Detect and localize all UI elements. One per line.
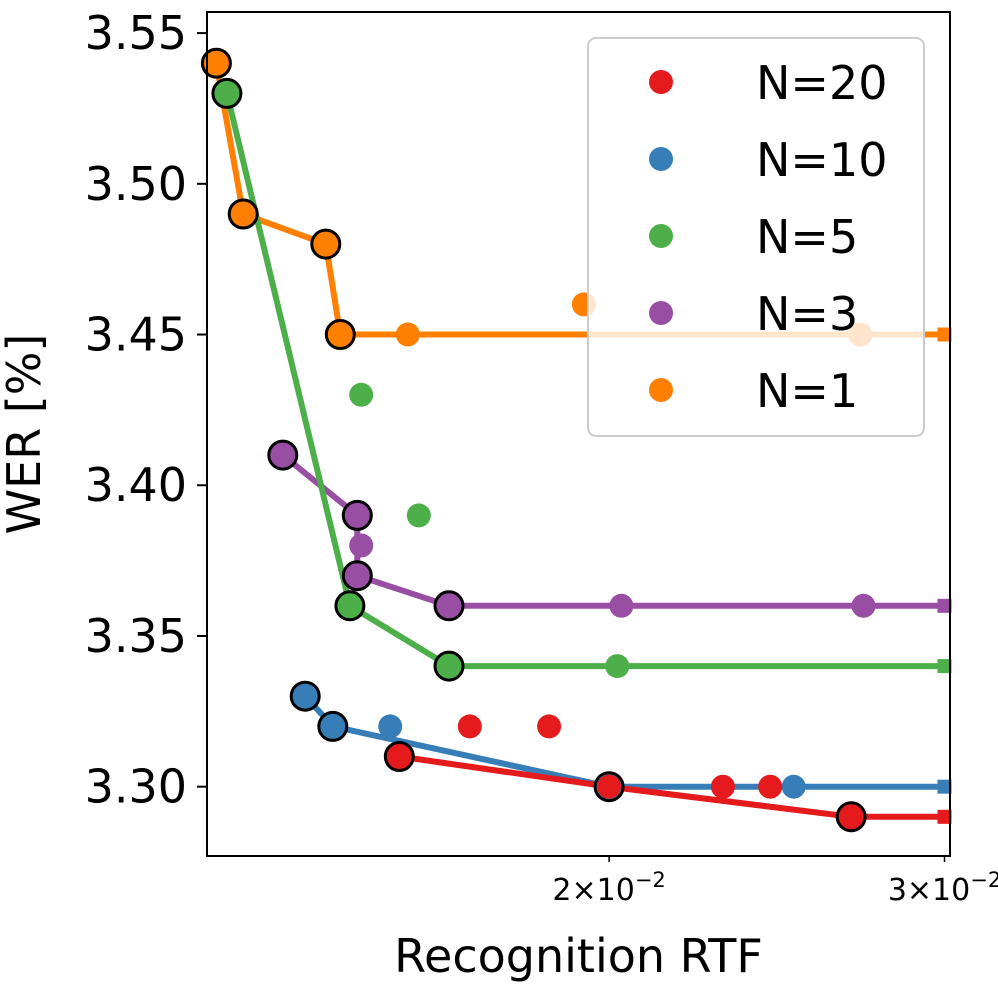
y-tick-label: 3.45 <box>85 308 187 362</box>
pareto-point-n-3 <box>433 590 465 622</box>
plot-frame <box>206 11 951 857</box>
y-tick-label: 3.55 <box>85 6 187 60</box>
line-end-marker-n-3 <box>937 598 952 613</box>
x-axis-ticks: 2×10−2 3×10−2 <box>552 856 998 908</box>
data-point-n-1 <box>395 322 420 347</box>
data-point-n-3 <box>609 593 634 618</box>
pareto-point-n-5 <box>211 77 243 109</box>
pareto-point-n-3 <box>341 499 373 531</box>
line-end-marker-n-10 <box>937 779 952 794</box>
line-end-marker-n-20 <box>937 809 952 824</box>
y-tick-label: 3.30 <box>85 760 187 814</box>
legend-marker-n-5 <box>649 224 673 248</box>
y-axis-ticks: 3.30 3.35 3.40 3.45 3.50 3.55 <box>85 6 207 814</box>
data-point-n-20 <box>457 714 482 739</box>
data-point-n-20 <box>758 774 783 799</box>
data-point-n-10 <box>378 714 403 739</box>
pareto-point-n-5 <box>433 650 465 682</box>
pareto-line-n-3 <box>280 452 945 609</box>
pareto-point-n-1 <box>310 228 342 260</box>
pareto-line-n-20 <box>398 753 945 820</box>
pareto-point-n-5 <box>334 590 366 622</box>
data-point-n-20 <box>597 774 622 799</box>
pareto-point-n-1 <box>200 47 232 79</box>
legend-marker-n-20 <box>649 70 673 94</box>
legend-marker-n-10 <box>649 147 673 171</box>
legend: N=20 N=10 N=5 N=3 N=1 <box>587 37 925 437</box>
legend-label-n-5: N=5 <box>756 210 858 264</box>
pareto-point-n-3 <box>341 560 373 592</box>
data-point-n-20 <box>537 714 562 739</box>
pareto-point-n-1 <box>227 198 259 230</box>
legend-label-n-10: N=10 <box>756 133 888 187</box>
legend-label-n-20: N=20 <box>756 56 888 110</box>
pareto-point-n-20 <box>383 741 415 772</box>
line-end-markers-layer <box>937 327 952 824</box>
data-point-n-5 <box>349 382 374 407</box>
data-point-n-3 <box>851 593 876 618</box>
data-point-n-5 <box>605 654 630 679</box>
legend-marker-n-3 <box>649 301 673 325</box>
pareto-point-n-3 <box>267 439 299 471</box>
pareto-point-n-10 <box>289 680 321 712</box>
y-tick-label: 3.35 <box>85 609 187 663</box>
data-point-n-3 <box>349 533 374 558</box>
data-point-n-20 <box>710 774 735 799</box>
data-points-layer <box>200 47 876 833</box>
x-axis-label: Recognition RTF <box>394 929 763 983</box>
y-tick-label: 3.40 <box>85 458 187 512</box>
y-tick-label: 3.50 <box>85 157 187 211</box>
pareto-point-n-10 <box>317 710 349 742</box>
legend-label-n-3: N=3 <box>756 287 858 341</box>
data-point-n-10 <box>781 774 806 799</box>
legend-marker-n-1 <box>649 378 673 402</box>
legend-box <box>587 37 925 437</box>
data-point-n-5 <box>406 503 431 528</box>
x-tick-label: 2×10−2 <box>552 868 665 908</box>
pareto-point-n-1 <box>324 319 356 350</box>
line-end-marker-n-5 <box>937 659 952 674</box>
legend-label-n-1: N=1 <box>756 364 858 418</box>
pareto-line-n-5 <box>223 92 945 670</box>
pareto-point-n-20 <box>835 801 867 833</box>
x-tick-label: 3×10−2 <box>888 868 998 908</box>
y-axis-label: WER [%] <box>0 334 51 535</box>
line-end-marker-n-1 <box>937 327 952 342</box>
